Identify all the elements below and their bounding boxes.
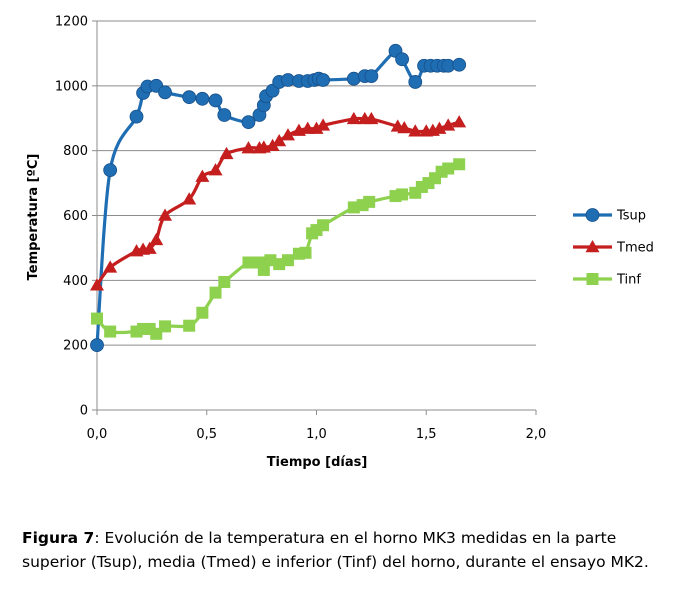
y-tick-label-0: 0 (80, 404, 88, 419)
point-tmed-29 (432, 121, 447, 134)
point-tsup-10 (217, 108, 232, 122)
point-tsup-6 (158, 85, 172, 100)
point-tsup-25 (364, 69, 379, 84)
point-tinf-24 (363, 195, 376, 208)
point-tinf-6 (159, 320, 172, 333)
y-axis-title: Temperatura [ºC] (26, 154, 41, 281)
figure-caption: Figura 7: Evolución de la temperatura en… (22, 526, 662, 574)
point-tmed-1 (103, 260, 118, 273)
legend-entry-tsup: Tsup (573, 208, 646, 224)
point-tmed-14 (265, 138, 280, 152)
y-tick-labels: 0 200 400 600 800 1000 1200 (55, 15, 88, 419)
point-tinf-26 (396, 188, 409, 201)
point-tinf-18 (299, 246, 312, 259)
point-tmed-18 (300, 121, 315, 134)
point-tsup-28 (408, 75, 423, 89)
point-tmed-7 (182, 192, 197, 205)
point-tmed-0 (90, 278, 104, 291)
x-tick-label-3: 1,5 (416, 427, 437, 442)
legend: Tsup Tmed Tinf (573, 208, 654, 288)
point-tsup-9 (208, 93, 223, 108)
point-tinf-7 (183, 319, 196, 332)
point-tsup-27 (395, 52, 410, 67)
x-tick-label-0: 0,0 (87, 427, 108, 442)
point-tmed-5 (149, 232, 164, 246)
point-tinf-16 (281, 254, 294, 267)
gridlines (97, 20, 536, 346)
point-tsup-22 (316, 73, 330, 87)
point-tinf-14 (264, 254, 277, 267)
point-tmed-20 (316, 118, 331, 131)
point-tmed-23 (364, 111, 379, 125)
y-tick-label-800: 800 (63, 144, 88, 159)
x-tick-label-1: 0,5 (196, 427, 217, 442)
legend-marker-tsup (585, 208, 600, 222)
point-tsup-8 (195, 91, 210, 106)
point-tsup-34 (452, 57, 467, 72)
y-tick-label-400: 400 (63, 274, 88, 289)
point-tsup-1 (103, 163, 118, 178)
point-tsup-0 (90, 338, 104, 353)
y-tick-label-1200: 1200 (55, 15, 88, 30)
point-tinf-33 (453, 158, 466, 171)
x-tick-label-4: 2,0 (526, 427, 547, 442)
point-tmed-25 (397, 120, 412, 134)
y-tick-label-1000: 1000 (55, 79, 88, 94)
point-tmed-21 (346, 111, 361, 125)
series-tmed (90, 111, 467, 291)
legend-label-tsup: Tsup (616, 209, 646, 224)
point-tmed-9 (208, 163, 223, 176)
point-tinf-13 (257, 263, 270, 276)
point-tinf-0 (91, 312, 103, 325)
point-tmed-30 (441, 118, 456, 131)
x-axis-title: Tiempo [días] (267, 455, 368, 470)
point-tinf-1 (104, 325, 117, 338)
legend-label-tmed: Tmed (616, 241, 654, 256)
point-tinf-10 (218, 275, 231, 288)
point-tinf-21 (317, 219, 330, 232)
legend-entry-tmed: Tmed (573, 240, 654, 256)
legend-label-tinf: Tinf (616, 273, 641, 288)
point-tmed-10 (219, 146, 234, 160)
legend-marker-tinf (586, 273, 599, 285)
legend-marker-tmed (585, 240, 600, 253)
x-tick-labels: 0,0 0,5 1,0 1,5 2,0 (87, 427, 547, 442)
point-tinf-11 (242, 256, 255, 269)
point-tmed-19 (309, 121, 324, 134)
data-series (90, 43, 467, 353)
point-tsup-11 (241, 115, 256, 130)
point-tinf-32 (442, 162, 455, 175)
point-tinf-8 (196, 306, 209, 319)
point-tmed-31 (452, 115, 467, 128)
point-tmed-16 (280, 128, 295, 141)
point-tsup-7 (182, 90, 197, 105)
caption-text: : Evolución de la temperatura en el horn… (22, 529, 649, 571)
point-tmed-4 (142, 241, 157, 254)
series-tsup (90, 43, 467, 353)
caption-figure-label: Figura 7 (22, 529, 95, 547)
point-tinf-9 (209, 286, 222, 299)
point-tmed-6 (158, 208, 173, 221)
temperature-chart: 0 200 400 600 800 1000 1200 0,0 0,5 1,0 1,5 2,0 Ts… (26, 15, 654, 471)
series-tinf (91, 158, 466, 340)
y-tick-label-600: 600 (63, 209, 88, 224)
point-tmed-8 (195, 169, 210, 182)
x-tick-label-2: 1,0 (306, 427, 327, 442)
legend-entry-tinf: Tinf (573, 273, 641, 288)
point-tsup-2 (129, 109, 144, 124)
y-tick-label-200: 200 (63, 339, 88, 354)
point-tinf-17 (292, 247, 305, 260)
point-tmed-26 (408, 124, 423, 137)
point-tmed-15 (272, 133, 287, 147)
point-tmed-11 (241, 141, 256, 154)
